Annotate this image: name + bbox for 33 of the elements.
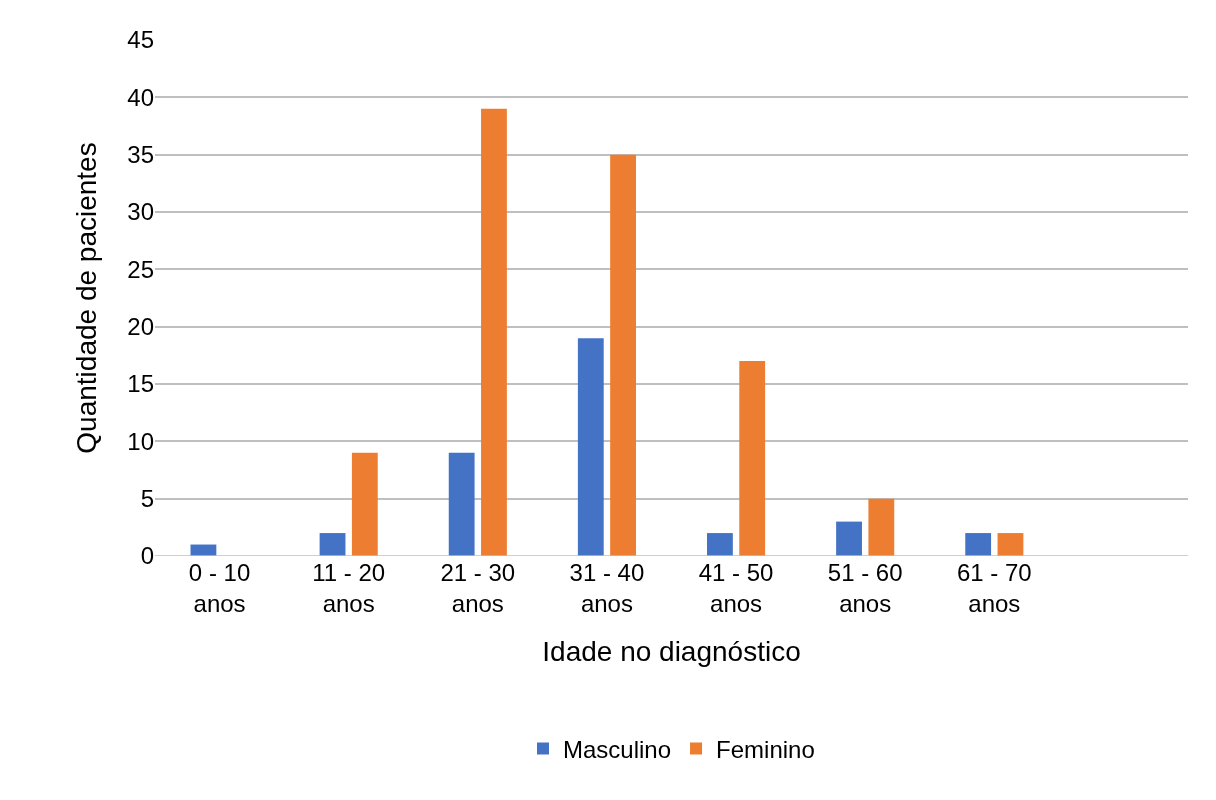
y-tick-label: 30 (127, 198, 154, 226)
bar (610, 154, 636, 556)
x-tick-label: 51 - 60 anos (827, 559, 903, 618)
y-tick-label: 40 (127, 83, 154, 111)
y-tick-label: 15 (127, 370, 154, 398)
bar (707, 533, 733, 556)
x-tick-label: 61 - 70 anos (956, 559, 1032, 618)
y-tick-label: 5 (140, 485, 154, 513)
bar (965, 533, 992, 556)
bar (448, 452, 475, 556)
y-axis-title: Quantidade de pacientes (71, 142, 102, 454)
bar (739, 361, 766, 556)
x-tick-label: 0 - 10 anos (188, 559, 251, 618)
y-tick-label: 45 (127, 26, 154, 54)
x-tick-label: 11 - 20 anos (312, 559, 386, 618)
bar (351, 452, 378, 556)
x-tick-label: 31 - 40 anos (569, 559, 645, 618)
bar (836, 521, 862, 556)
y-tick-label: 35 (127, 141, 154, 169)
bar (319, 533, 346, 556)
y-tick-label: 25 (127, 255, 154, 283)
y-tick-label: 0 (140, 542, 154, 570)
x-axis-title: Idade no diagnóstico (542, 636, 801, 668)
legend-label: Masculino (563, 735, 672, 763)
x-tick-label: 21 - 30 anos (440, 559, 516, 618)
bar (868, 498, 895, 556)
legend-label: Feminino (716, 735, 815, 763)
y-tick-label: 10 (127, 427, 154, 455)
x-tick-label: 41 - 50 anos (698, 559, 774, 618)
y-tick-label: 20 (127, 313, 154, 341)
bar (481, 108, 507, 556)
bar (577, 338, 604, 556)
bar (997, 533, 1024, 556)
